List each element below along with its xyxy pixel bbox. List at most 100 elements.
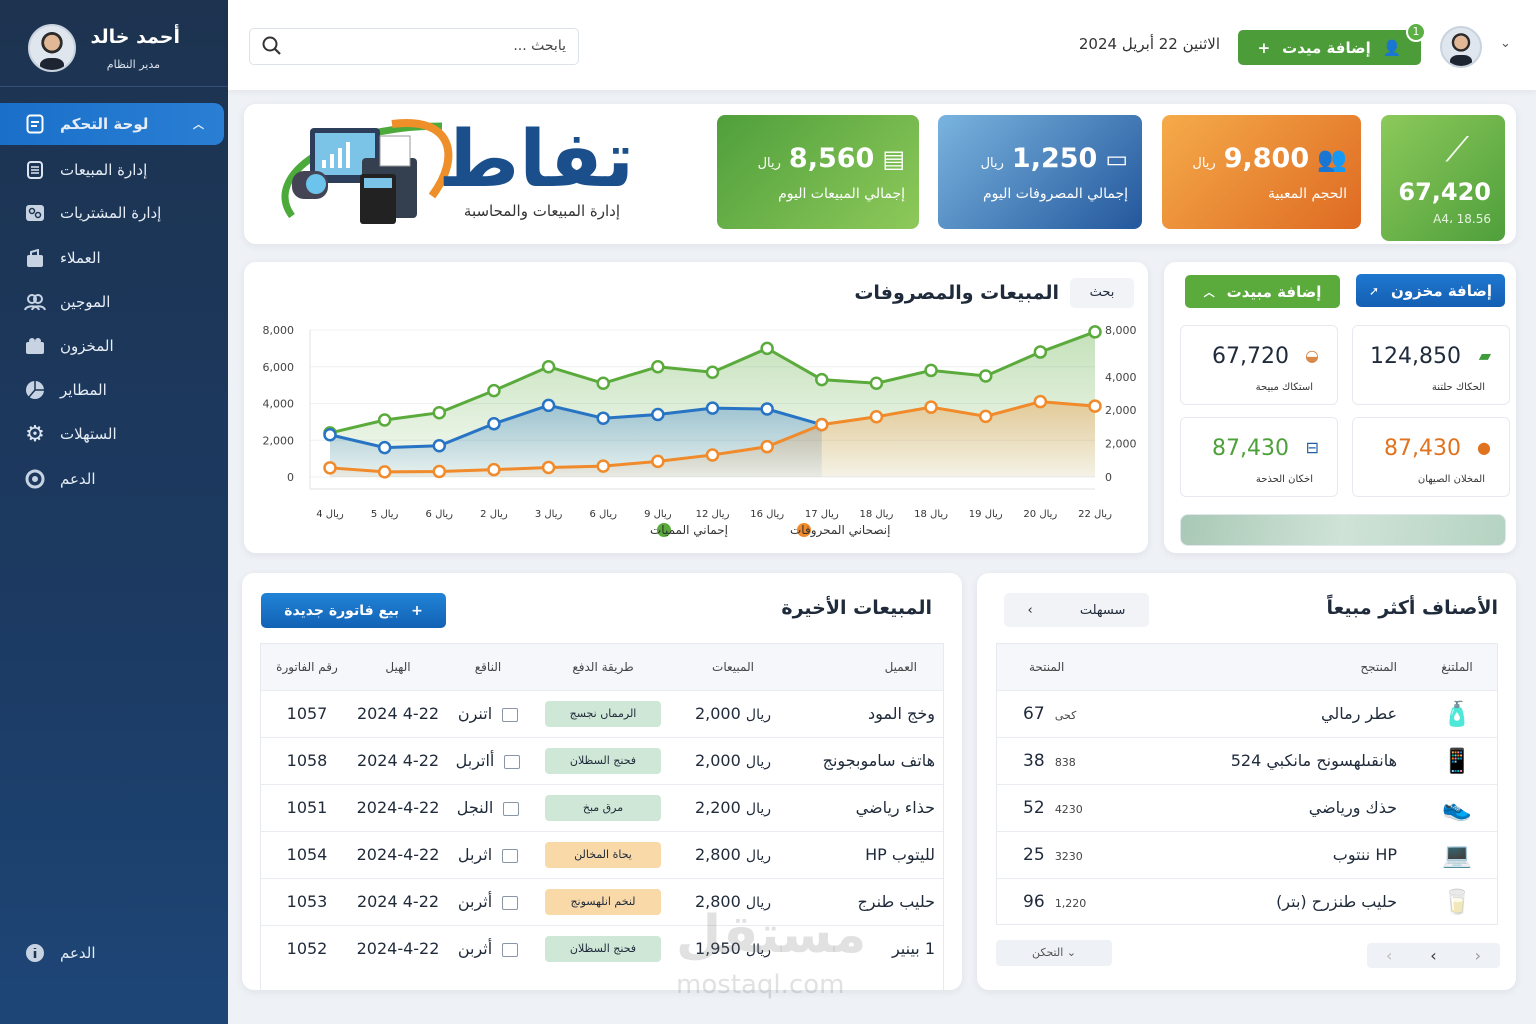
chevron-up-icon: ︿ bbox=[1203, 285, 1215, 299]
logo-subtitle: إدارة المبيعات والمحاسبة bbox=[463, 202, 620, 220]
add-stock-button[interactable]: ➚ إضافة مخزون bbox=[1356, 274, 1505, 307]
currency: ريال bbox=[745, 942, 771, 959]
table-row[interactable]: لليتوب HP ريال 2,800 يحاة المخالن اثربل … bbox=[261, 830, 943, 878]
table-row[interactable]: حذاء رياضي ريال 2,200 مرق مبخ النجل 2024… bbox=[261, 783, 943, 831]
x-tick-label: ريال 3 bbox=[535, 509, 563, 520]
small-value: 4230 bbox=[1054, 802, 1083, 816]
top-products-filter[interactable]: ‹ سسهلت bbox=[1004, 593, 1149, 627]
sidebar-item-customers[interactable]: العملاء bbox=[0, 237, 224, 279]
mini-stat-label: الحكاك حلتنة bbox=[1431, 382, 1485, 393]
y-left-tick: 6,000 bbox=[263, 361, 295, 374]
add-stock-label: إضافة مخزون bbox=[1391, 281, 1493, 300]
date-cell: 2024 4-22 bbox=[353, 877, 443, 925]
table-row[interactable]: 💻 HP ننتوب 25 3230 bbox=[997, 830, 1497, 878]
data-point bbox=[377, 465, 392, 479]
pagination: ‹ ‹ › bbox=[1367, 943, 1500, 968]
search-placeholder: يابحث ... bbox=[513, 38, 566, 54]
header-avatar[interactable] bbox=[1440, 26, 1482, 68]
more-label: التحكن bbox=[1032, 946, 1064, 959]
x-tick-label: ريال 16 bbox=[750, 509, 784, 520]
invoice-cell: 1053 bbox=[261, 877, 353, 925]
invoice-cell: 1052 bbox=[261, 924, 353, 972]
product-name: HP ننتوب bbox=[1157, 830, 1417, 878]
sidebar-item-settings[interactable]: ⚙ الستهلات bbox=[0, 413, 224, 455]
avatar[interactable] bbox=[28, 24, 76, 72]
payment-method-badge: لنخم انلهسونج bbox=[545, 888, 661, 915]
table-row[interactable]: 🥛 حليب طنزرح (بتر) 96 1,220 bbox=[997, 877, 1497, 925]
col-image: الملتنغ bbox=[1417, 644, 1497, 690]
table-row[interactable]: 👟 حذك ورياضي 52 4230 bbox=[997, 783, 1497, 831]
chart-filter-button[interactable]: بحث bbox=[1070, 278, 1134, 308]
sidebar-item-support[interactable]: الدعم bbox=[0, 458, 224, 500]
data-point bbox=[323, 461, 337, 475]
x-tick-label: ريال 12 bbox=[696, 509, 730, 520]
currency: ريال bbox=[745, 895, 771, 911]
table-row[interactable]: 📱 هانقىلهسونح مانكبي 524 38 838 bbox=[997, 736, 1497, 784]
qty: 96 bbox=[1023, 891, 1045, 912]
user-name: أحمد خالد bbox=[90, 26, 180, 48]
add-sale-button[interactable]: ︿ إضافة مبيدت bbox=[1185, 275, 1340, 308]
new-invoice-button[interactable]: بيع فاتورة جديدة + bbox=[261, 593, 446, 628]
col-product: المنتجح bbox=[1157, 644, 1417, 690]
basket-icon: ◒ bbox=[1305, 346, 1319, 365]
table-row[interactable]: حليب طنرج ريال 2,800 لنخم انلهسونج أثربن… bbox=[261, 877, 943, 925]
small-value: 838 bbox=[1054, 755, 1076, 769]
more-dropdown[interactable]: التحكن ⌄ bbox=[996, 940, 1112, 966]
day-cell: أاتربل bbox=[455, 751, 495, 770]
sidebar-item-dashboard[interactable]: لوحة التحكم ︿ bbox=[0, 103, 224, 145]
date-cell: 2024-4-22 bbox=[353, 783, 443, 831]
sidebar-item-label: إدارة المبيعات bbox=[60, 161, 148, 179]
mini-stat-label: المخلان الصيهان bbox=[1417, 474, 1485, 485]
table-row[interactable]: هاتف ساموبجونج ريال 2,000 فحنج السظلان أ… bbox=[261, 736, 943, 784]
prev-page-button[interactable]: ‹ bbox=[1385, 946, 1393, 965]
product-name: عطر رمالي bbox=[1157, 689, 1417, 737]
table-row[interactable]: وخج المود ريال 2,000 الرمماں نجسج اتنرن … bbox=[261, 689, 943, 737]
calendar-icon bbox=[504, 754, 521, 769]
users-icon bbox=[24, 291, 46, 313]
chevron-down-icon[interactable]: ⌄ bbox=[1500, 36, 1511, 51]
data-point bbox=[377, 440, 392, 455]
data-point bbox=[596, 376, 610, 391]
table-row[interactable]: 1 بينير ريال 1,950 فحنج السظلان أثربن 20… bbox=[261, 924, 943, 972]
recent-sales-card: المبيعات الأخيرة بيع فاتورة جديدة + العمي… bbox=[242, 573, 962, 990]
payment-method-badge: يحاة المخالن bbox=[545, 841, 661, 868]
legend-marker bbox=[657, 523, 671, 537]
sidebar-item-sales[interactable]: إدارة المبيعات bbox=[0, 149, 224, 191]
day-cell: أثربن bbox=[457, 892, 493, 911]
data-point bbox=[869, 376, 884, 391]
line-area-chart: 0 0 2,000 2,000 4,000 2,000 6,000 4,000 8,000 8,0… bbox=[263, 324, 1137, 538]
search-input[interactable]: يابحث ... bbox=[249, 28, 579, 65]
y-right-tick: 8,000 bbox=[1105, 324, 1137, 337]
sidebar-bottom-support[interactable]: الدعم bbox=[0, 932, 224, 974]
qty: 67 bbox=[1023, 703, 1045, 724]
data-point bbox=[1088, 325, 1102, 339]
series-line bbox=[329, 403, 823, 450]
calendar-icon bbox=[502, 895, 519, 910]
currency: ريال bbox=[745, 754, 771, 770]
y-left-tick: 2,000 bbox=[263, 434, 295, 447]
table-header: الملتنغ المنتجح المنتحة bbox=[997, 644, 1497, 690]
next-page-button[interactable]: › bbox=[1474, 946, 1482, 965]
data-point bbox=[651, 407, 665, 422]
calendar-icon bbox=[503, 801, 520, 816]
customer-cell: حليب طنرج bbox=[793, 877, 943, 925]
sidebar-item-purchases[interactable]: إدارة المشتريات bbox=[0, 192, 224, 234]
payment-method-badge: مرق مبخ bbox=[545, 794, 661, 821]
sidebar-item-employees[interactable]: الموجين bbox=[0, 281, 224, 323]
data-point bbox=[541, 360, 556, 374]
add-button[interactable]: + إضافة ميدت 👤 bbox=[1238, 30, 1421, 65]
invoice-cell: 1058 bbox=[261, 736, 353, 784]
data-point bbox=[869, 409, 884, 424]
amount: 2,800 bbox=[694, 892, 741, 911]
data-point bbox=[978, 369, 993, 383]
table-row[interactable]: 🧴 عطر رمالي 67 كحى bbox=[997, 689, 1497, 737]
sidebar-item-reports[interactable]: المطاير bbox=[0, 369, 224, 411]
receipt-icon: ▤ bbox=[882, 144, 905, 173]
sidebar-item-label: العملاء bbox=[60, 249, 101, 267]
mini-stat-value: 87,430 bbox=[1384, 436, 1461, 461]
x-tick-label: ريال 4 bbox=[316, 509, 344, 520]
qty: 38 bbox=[1023, 750, 1045, 771]
page-left-button[interactable]: ‹ bbox=[1430, 946, 1437, 965]
y-right-tick: 2,000 bbox=[1105, 438, 1137, 451]
sidebar-item-inventory[interactable]: المخزون bbox=[0, 325, 224, 367]
